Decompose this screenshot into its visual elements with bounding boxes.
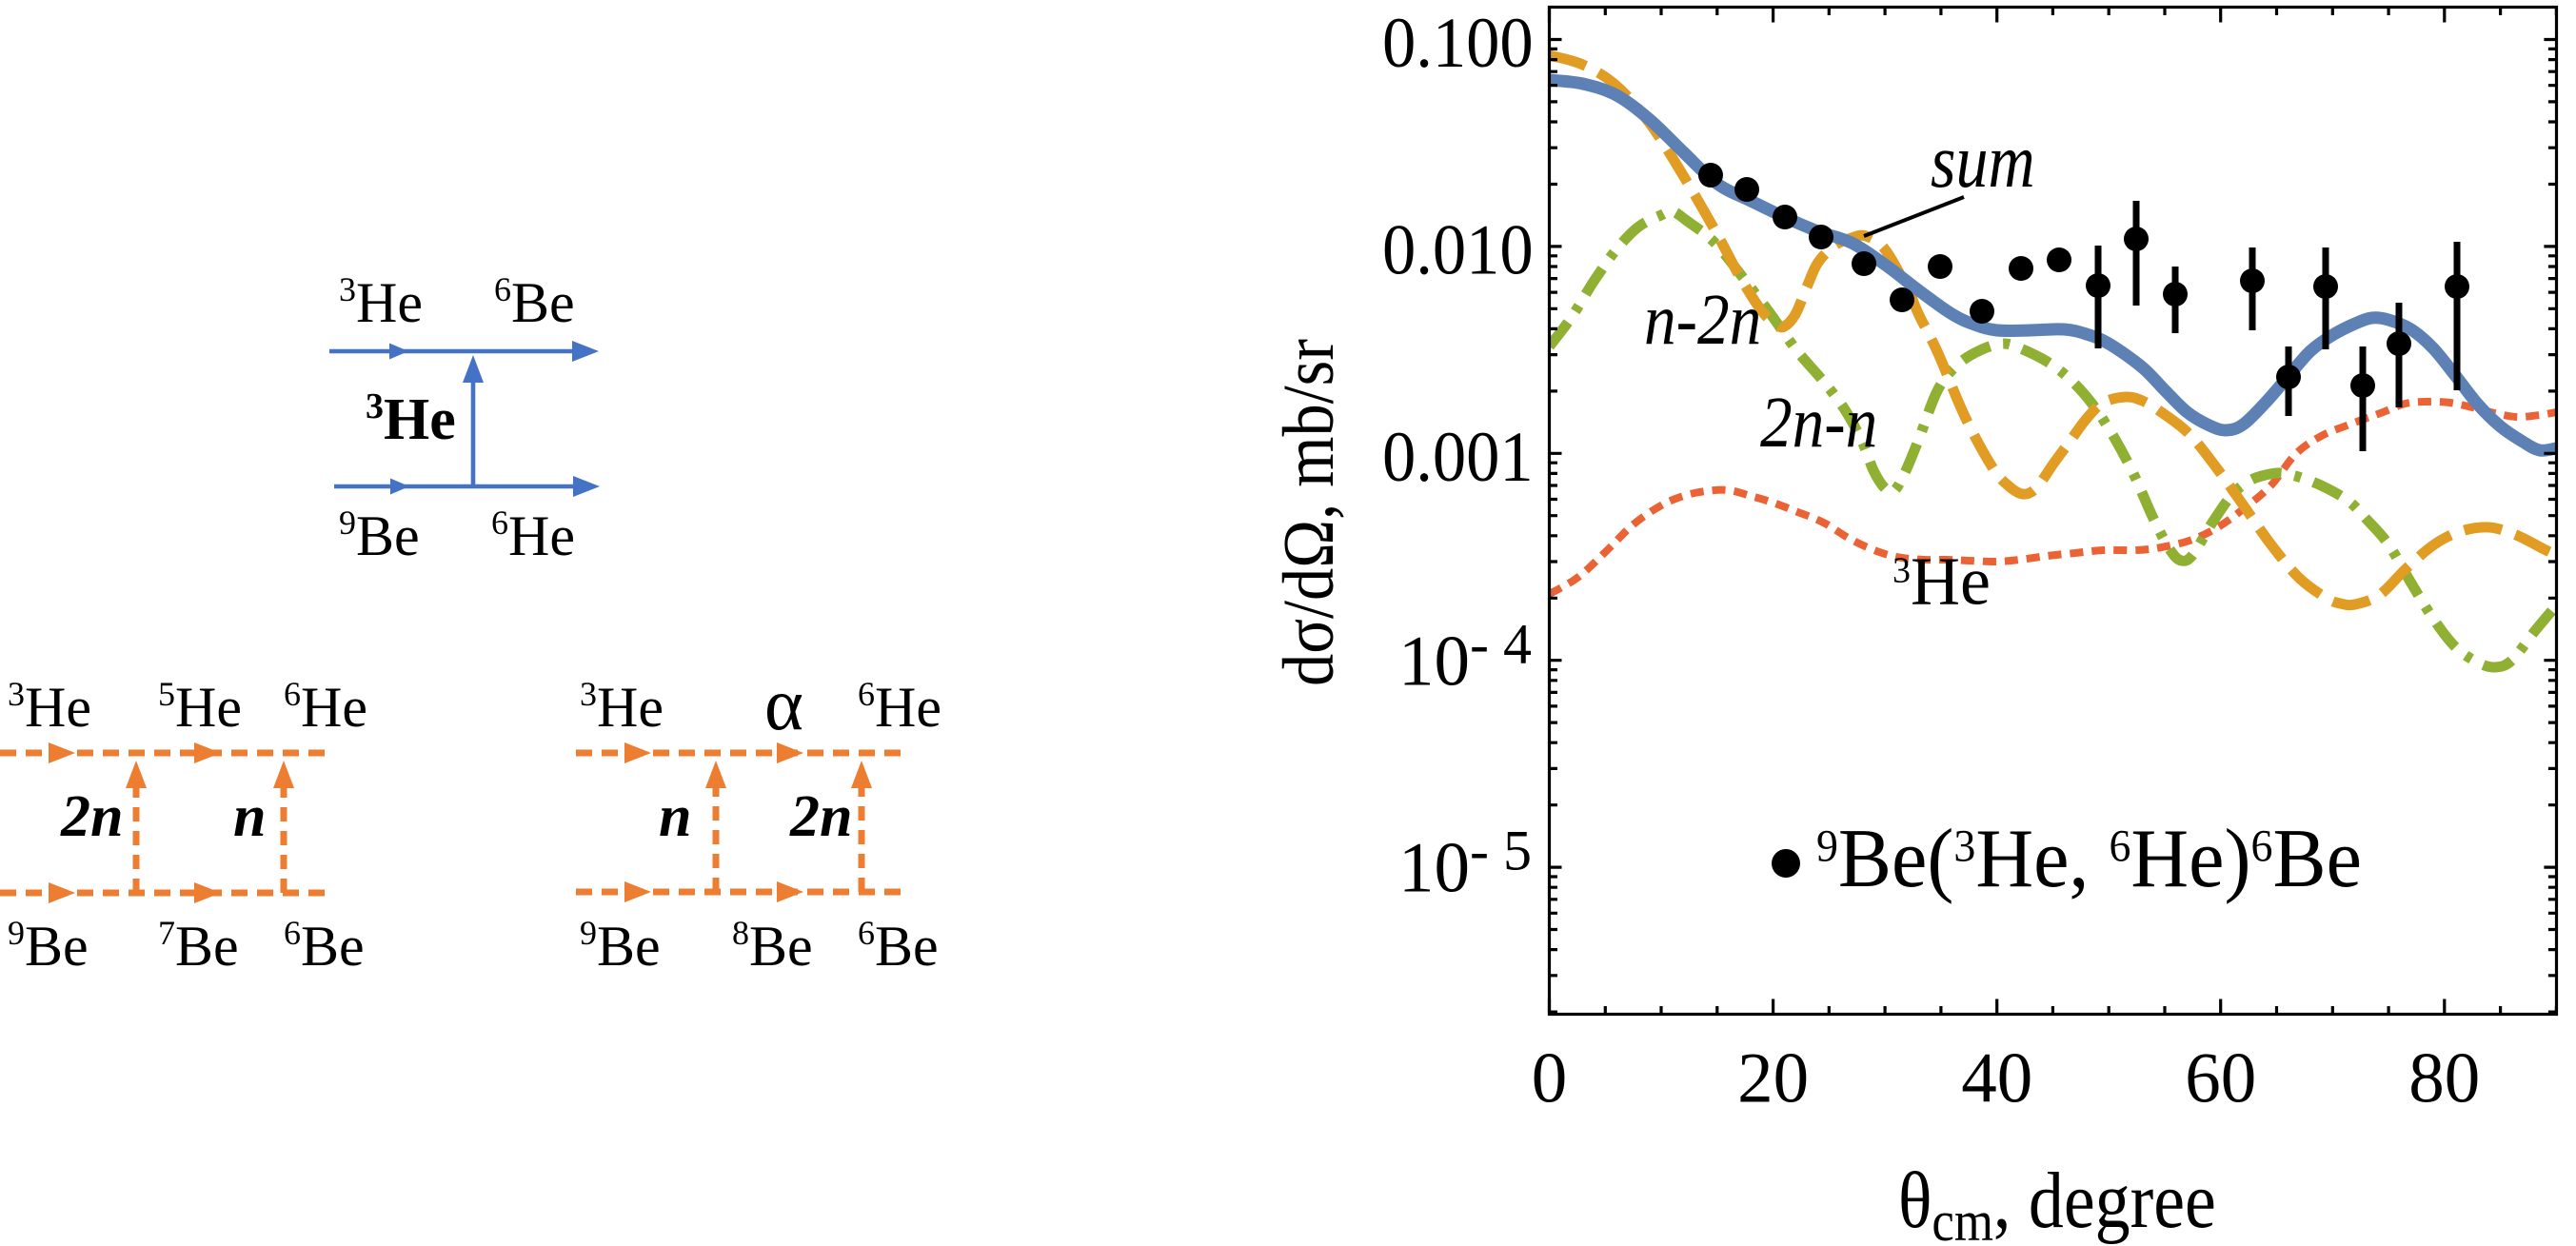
- svg-text:3He: 3He: [8, 675, 91, 739]
- svg-text:6He: 6He: [491, 504, 575, 567]
- svg-text:80: 80: [2408, 1039, 2480, 1118]
- svg-text:2n-n: 2n-n: [1760, 382, 1877, 463]
- svg-text:3He: 3He: [1892, 544, 1991, 620]
- svg-text:0: 0: [1532, 1039, 1568, 1118]
- svg-text:9Be(3He, 6He)6Be: 9Be(3He, 6He)6Be: [1816, 811, 2362, 904]
- svg-text:20: 20: [1737, 1039, 1809, 1118]
- svg-text:n: n: [233, 784, 266, 849]
- svg-text:6Be: 6Be: [494, 270, 575, 334]
- svg-text:7Be: 7Be: [158, 914, 239, 978]
- svg-text:n-2n: n-2n: [1644, 279, 1761, 360]
- svg-text:6Be: 6Be: [284, 914, 365, 978]
- svg-text:α: α: [764, 663, 803, 745]
- svg-text:9Be: 9Be: [339, 504, 420, 567]
- svg-text:9Be: 9Be: [580, 914, 661, 978]
- svg-text:60: 60: [2185, 1039, 2256, 1118]
- svg-text:9Be: 9Be: [8, 914, 89, 978]
- svg-text:3He: 3He: [339, 270, 423, 334]
- svg-text:0.001: 0.001: [1382, 417, 1534, 496]
- svg-text:n: n: [659, 784, 691, 849]
- svg-text:0.100: 0.100: [1382, 3, 1534, 82]
- svg-text:2n: 2n: [60, 784, 123, 849]
- svg-text:10- 5: 10- 5: [1398, 820, 1532, 908]
- svg-text:40: 40: [1961, 1039, 2032, 1118]
- svg-text:6Be: 6Be: [858, 914, 939, 978]
- svg-text:6He: 6He: [858, 675, 941, 739]
- svg-text:dσ/dΩ, mb/sr: dσ/dΩ, mb/sr: [1269, 339, 1349, 686]
- svg-text:2n: 2n: [789, 784, 852, 849]
- svg-text:0.010: 0.010: [1382, 209, 1534, 288]
- svg-text:5He: 5He: [158, 675, 242, 739]
- svg-text:3He: 3He: [366, 386, 456, 452]
- svg-text:3He: 3He: [580, 675, 664, 739]
- svg-text:8Be: 8Be: [732, 914, 813, 978]
- svg-text:sum: sum: [1931, 120, 2035, 204]
- svg-text:6He: 6He: [284, 675, 367, 739]
- svg-text:θcm, degree: θcm, degree: [1898, 1157, 2216, 1246]
